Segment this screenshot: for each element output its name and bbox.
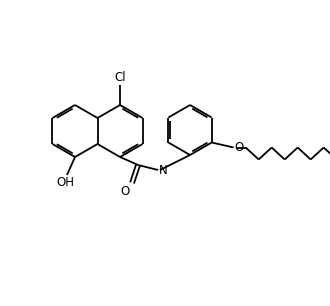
Text: O: O	[121, 185, 130, 198]
Text: O: O	[235, 141, 244, 154]
Text: OH: OH	[56, 176, 74, 189]
Text: Cl: Cl	[114, 71, 126, 84]
Text: N: N	[159, 163, 168, 177]
